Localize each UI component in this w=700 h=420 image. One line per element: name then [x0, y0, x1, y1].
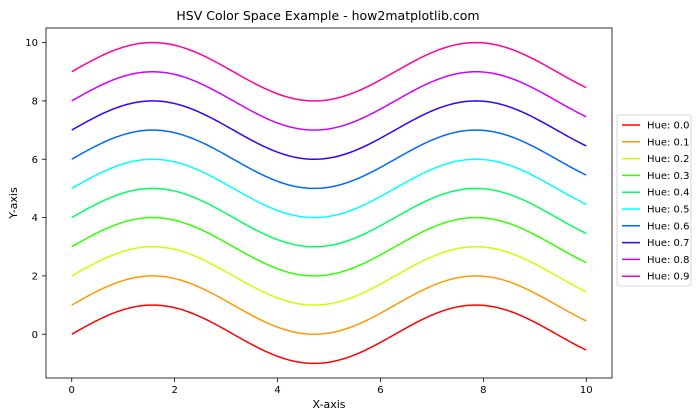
chart-title: HSV Color Space Example - how2matplotlib…: [176, 8, 479, 23]
legend-label-3: Hue: 0.3: [647, 171, 689, 182]
series-line-0: [71, 304, 587, 365]
x-axis-ticks: 0 2 4 6 8 10: [69, 378, 593, 396]
y-tick-label: 10: [25, 38, 38, 49]
y-tick-label: 2: [32, 271, 38, 282]
x-tick-label: 2: [171, 385, 177, 396]
legend-label-2: Hue: 0.2: [647, 154, 689, 165]
y-axis-ticks: 0 2 4 6 8 10: [25, 38, 46, 341]
plot-area: [45, 27, 613, 379]
x-tick-label: 0: [69, 385, 75, 396]
legend-label-8: Hue: 0.8: [647, 255, 689, 266]
series-line-9: [71, 41, 587, 102]
series-line-8: [71, 70, 587, 131]
series-line-5: [71, 158, 587, 219]
series-line-1: [71, 275, 587, 336]
x-tick-label: 10: [580, 385, 593, 396]
series-line-6: [71, 129, 587, 190]
y-tick-label: 6: [32, 155, 38, 166]
y-tick-label: 8: [32, 96, 38, 107]
legend-label-0: Hue: 0.0: [647, 121, 689, 132]
x-tick-label: 8: [480, 385, 486, 396]
x-tick-label: 6: [377, 385, 383, 396]
y-tick-label: 4: [32, 213, 38, 224]
series-line-2: [71, 245, 587, 306]
legend-label-5: Hue: 0.5: [647, 205, 689, 216]
legend-label-9: Hue: 0.9: [647, 272, 689, 283]
series-line-3: [71, 216, 587, 277]
legend: Hue: 0.0 Hue: 0.1 Hue: 0.2 Hue: 0.3 Hue: 0.4…: [616, 114, 692, 287]
legend-label-4: Hue: 0.4: [647, 188, 689, 199]
x-axis-label: X-axis: [313, 398, 346, 411]
series-line-7: [71, 100, 587, 161]
y-tick-label: 0: [32, 330, 38, 341]
x-tick-label: 4: [274, 385, 280, 396]
legend-label-1: Hue: 0.1: [647, 137, 689, 148]
y-axis-label: Y-axis: [7, 187, 20, 220]
legend-label-6: Hue: 0.6: [647, 221, 689, 232]
series-lines: [71, 41, 587, 365]
series-line-4: [71, 187, 587, 248]
legend-label-7: Hue: 0.7: [647, 238, 689, 249]
